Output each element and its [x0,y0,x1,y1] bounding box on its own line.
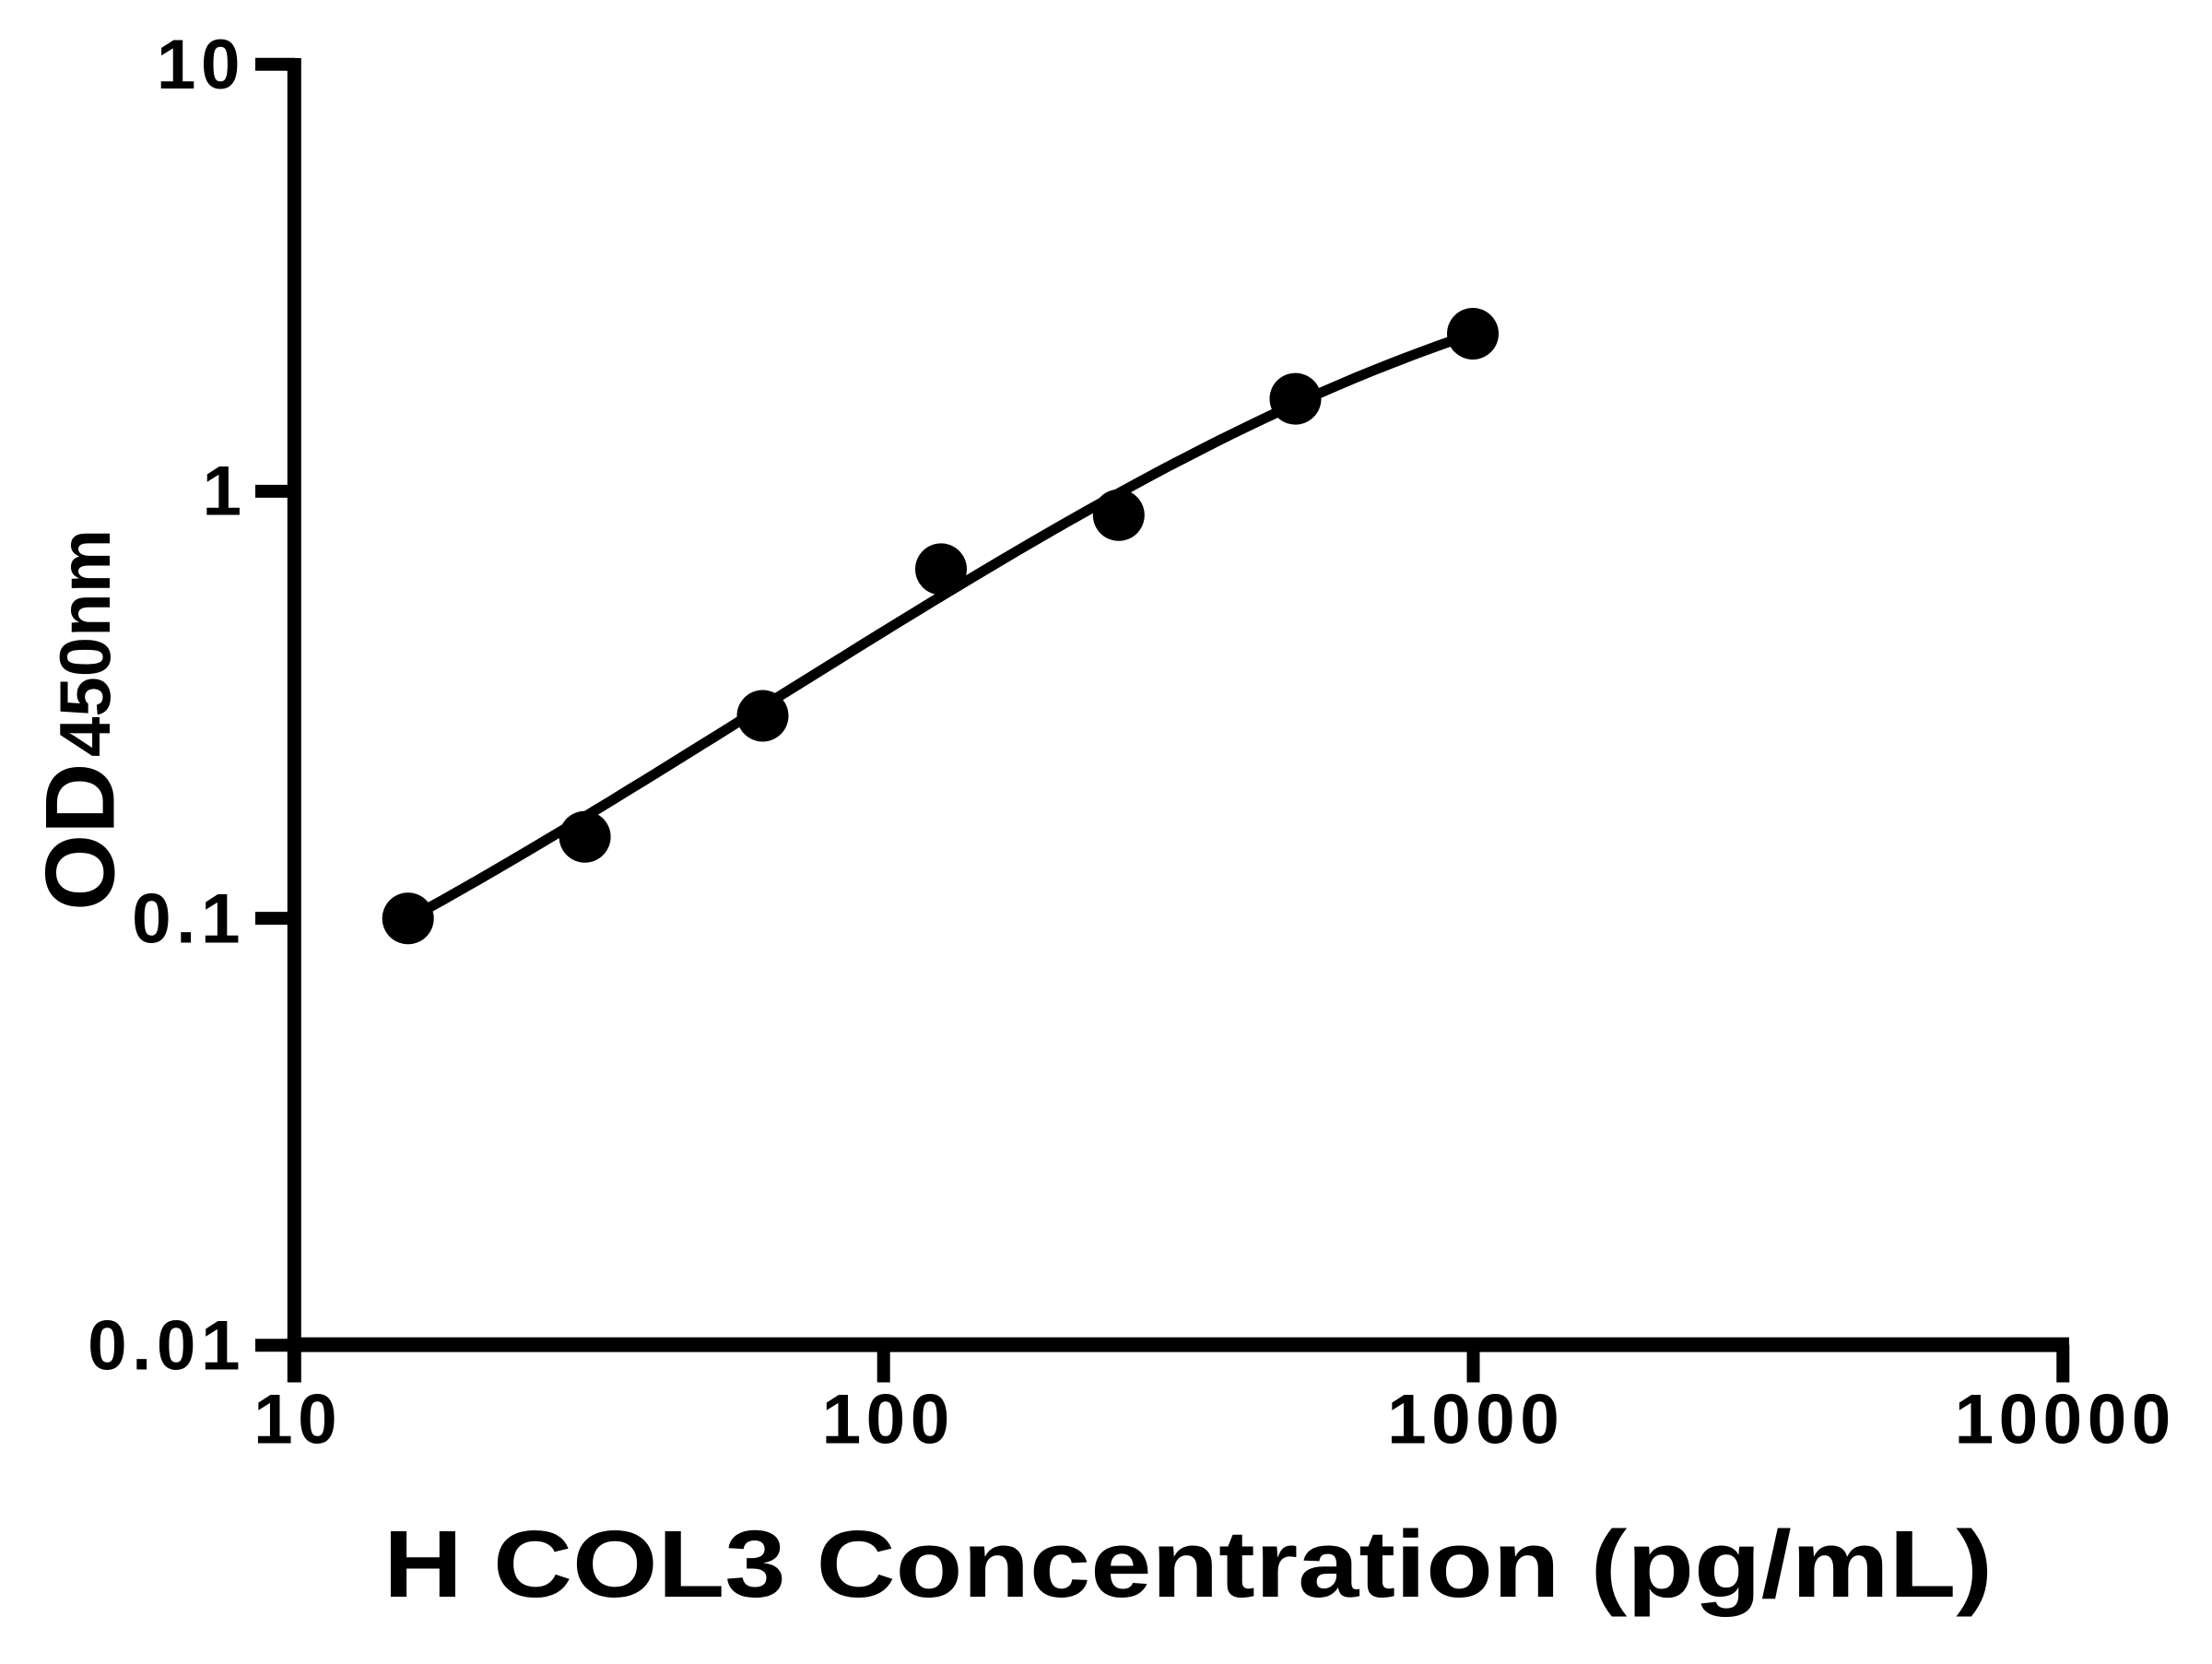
svg-text:10: 10 [157,26,245,104]
svg-text:OD: OD [25,763,135,912]
svg-text:10: 10 [253,1381,342,1459]
svg-text:10000: 10000 [1955,1381,2176,1459]
svg-text:450nm: 450nm [44,529,125,757]
svg-text:H COL3 Concentration (pg/mL): H COL3 Concentration (pg/mL) [383,1511,1993,1617]
svg-text:1000: 1000 [1387,1381,1564,1459]
svg-text:1: 1 [202,453,246,531]
svg-text:0.01: 0.01 [88,1307,245,1386]
svg-text:100: 100 [822,1381,955,1459]
svg-text:0.1: 0.1 [132,880,245,959]
